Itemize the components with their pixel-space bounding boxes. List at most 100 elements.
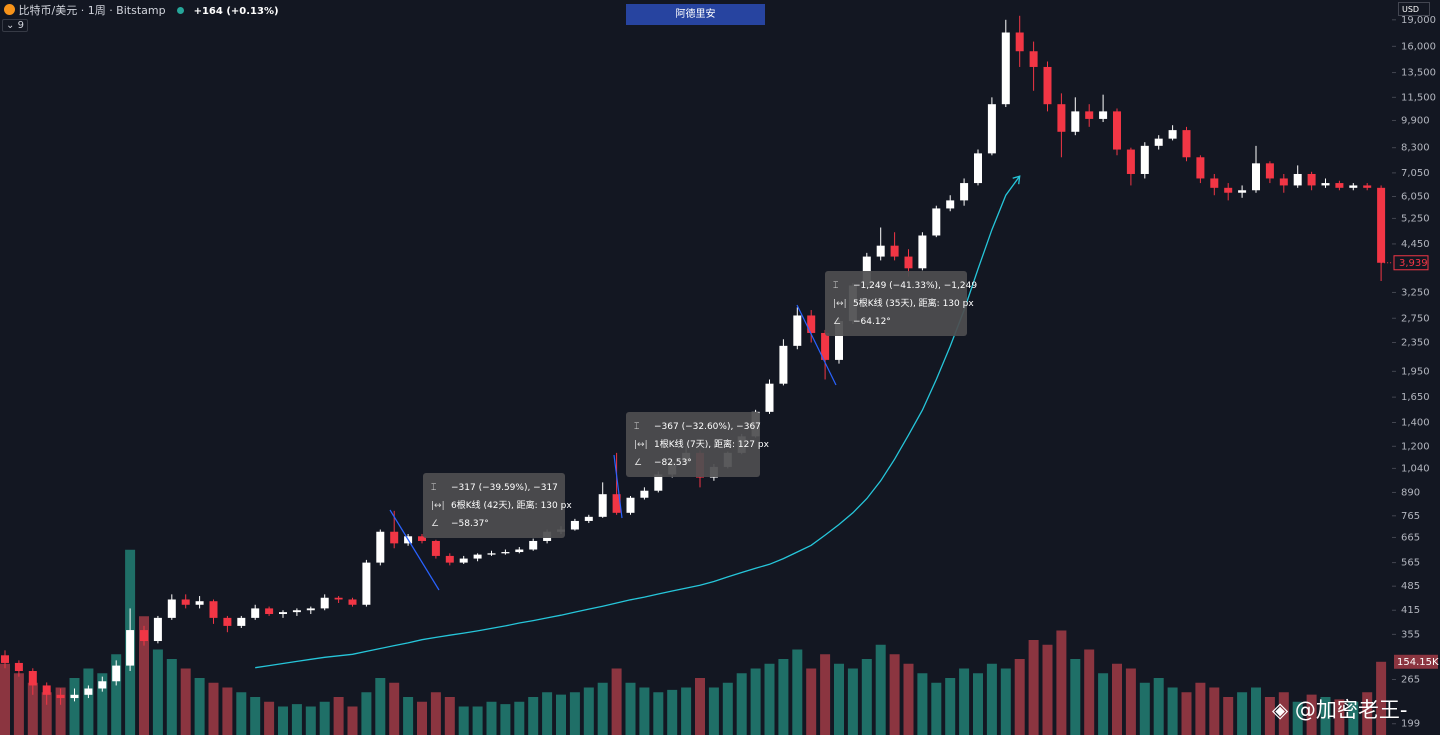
candle-body <box>14 662 23 672</box>
measure-tooltip: ⌶ −367 (−32.60%), −367 |↔| 1根K线 (7天), 距离: … <box>626 412 769 477</box>
candle-body <box>445 555 454 563</box>
candle-body <box>320 597 329 609</box>
volume-bar <box>792 649 803 735</box>
indicator-toggle[interactable]: ⌄ 9 <box>2 19 28 32</box>
volume-bar <box>1167 687 1178 735</box>
candle-body <box>1377 187 1386 263</box>
y-tick-label: 2,750 <box>1401 313 1430 324</box>
y-tick-label: 6,050 <box>1401 192 1430 203</box>
candle-body <box>28 671 37 686</box>
candle-body <box>279 612 287 615</box>
volume-bar <box>1042 644 1053 735</box>
candle-body <box>112 665 121 682</box>
y-tick-label: 199 <box>1401 719 1420 730</box>
volume-bar <box>1237 692 1248 735</box>
y-tick-label: 13,500 <box>1401 68 1436 79</box>
y-tick-label: 2,350 <box>1401 338 1430 349</box>
candle-body <box>1015 32 1024 52</box>
volume-bar <box>1195 682 1206 735</box>
y-tick-label: 890 <box>1401 487 1420 498</box>
candle-body <box>1349 185 1358 188</box>
volume-bar <box>1209 687 1220 735</box>
volume-bar <box>83 668 94 735</box>
candle-body <box>1224 187 1233 193</box>
last-price-label: 3,939 <box>1399 258 1428 269</box>
candle-body <box>1154 138 1163 146</box>
volume-bar <box>333 697 344 735</box>
y-tick-label: 11,500 <box>1401 92 1436 103</box>
candle-body <box>779 345 788 384</box>
candle-body <box>932 208 941 236</box>
y-tick-label: 485 <box>1401 581 1420 592</box>
volume-bar <box>861 659 872 735</box>
y-tick-label: 7,050 <box>1401 168 1430 179</box>
y-tick-label: 4,450 <box>1401 239 1430 250</box>
name-button[interactable]: 阿德里安 <box>626 4 765 25</box>
candle-body <box>1113 111 1121 150</box>
candle-body <box>1043 66 1052 105</box>
candle-body <box>1363 185 1372 188</box>
candle-body <box>1293 173 1302 186</box>
y-tick-label: 3,250 <box>1401 287 1430 298</box>
price-axis <box>1392 0 1440 735</box>
volume-bar <box>250 697 261 735</box>
volume-bar <box>1139 682 1150 735</box>
volume-bar <box>194 678 205 735</box>
y-tick-label: 415 <box>1401 605 1420 616</box>
candle-body <box>946 200 955 209</box>
indicator-count: 9 <box>17 20 24 31</box>
candle-body <box>1029 51 1038 67</box>
candle-body <box>126 630 135 666</box>
candle-body <box>223 617 232 626</box>
volume-bar <box>486 701 497 735</box>
volume-bar <box>1264 697 1275 735</box>
watermark: ◈ @加密老王- <box>1272 698 1408 722</box>
volume-bar <box>55 687 66 735</box>
volume-bar <box>1084 649 1095 735</box>
y-tick-label: 5,250 <box>1401 213 1430 224</box>
candle-body <box>793 315 802 346</box>
volume-bar <box>97 673 108 735</box>
arrow-head <box>1012 175 1021 185</box>
candle-body <box>459 558 468 563</box>
volume-bar <box>611 668 622 735</box>
currency-select[interactable]: USD <box>1398 2 1430 16</box>
candle-body <box>1168 130 1177 139</box>
volume-bar <box>736 673 747 735</box>
volume-label: 154.15K <box>1397 657 1439 668</box>
candle-body <box>70 694 79 699</box>
volume-bar <box>1070 659 1081 735</box>
volume-bar <box>681 687 692 735</box>
volume-bar <box>139 616 149 735</box>
volume-bar <box>847 668 858 735</box>
symbol[interactable]: 比特币/美元 · 1周 · Bitstamp <box>18 4 166 17</box>
y-tick-label: 355 <box>1401 629 1420 640</box>
candle-body <box>1126 149 1135 174</box>
tooltip-line: 1根K线 (7天), 距离: 127 px <box>654 440 769 450</box>
candle-body <box>1085 111 1094 119</box>
volume-bar <box>1306 694 1317 735</box>
candle-body <box>598 494 607 517</box>
volume-bar <box>417 701 427 735</box>
trend-line <box>389 509 440 591</box>
volume-bar <box>1098 673 1109 735</box>
volume-bar <box>1056 630 1067 735</box>
volume-bar <box>361 692 372 735</box>
volume-bar <box>166 659 177 735</box>
volume-bar <box>653 692 664 735</box>
tooltip-line: −58.37° <box>451 519 489 529</box>
volume-bar <box>834 663 844 735</box>
y-tick-label: 8,300 <box>1401 143 1430 154</box>
candle-body <box>1 655 9 663</box>
candle-body <box>1196 157 1205 179</box>
tooltip-line: −1,249 (−41.33%), −1,249 <box>853 281 978 291</box>
volume-bar <box>152 649 163 735</box>
candle-body <box>918 235 927 269</box>
candle-body <box>98 681 107 689</box>
volume-bar <box>69 678 80 735</box>
volume-bar <box>264 701 275 735</box>
candle-body <box>1252 163 1260 191</box>
candle-body <box>1140 145 1149 174</box>
symbol-row: 比特币/美元 · 1周 · Bitstamp +164 (+0.13%) <box>4 2 279 18</box>
